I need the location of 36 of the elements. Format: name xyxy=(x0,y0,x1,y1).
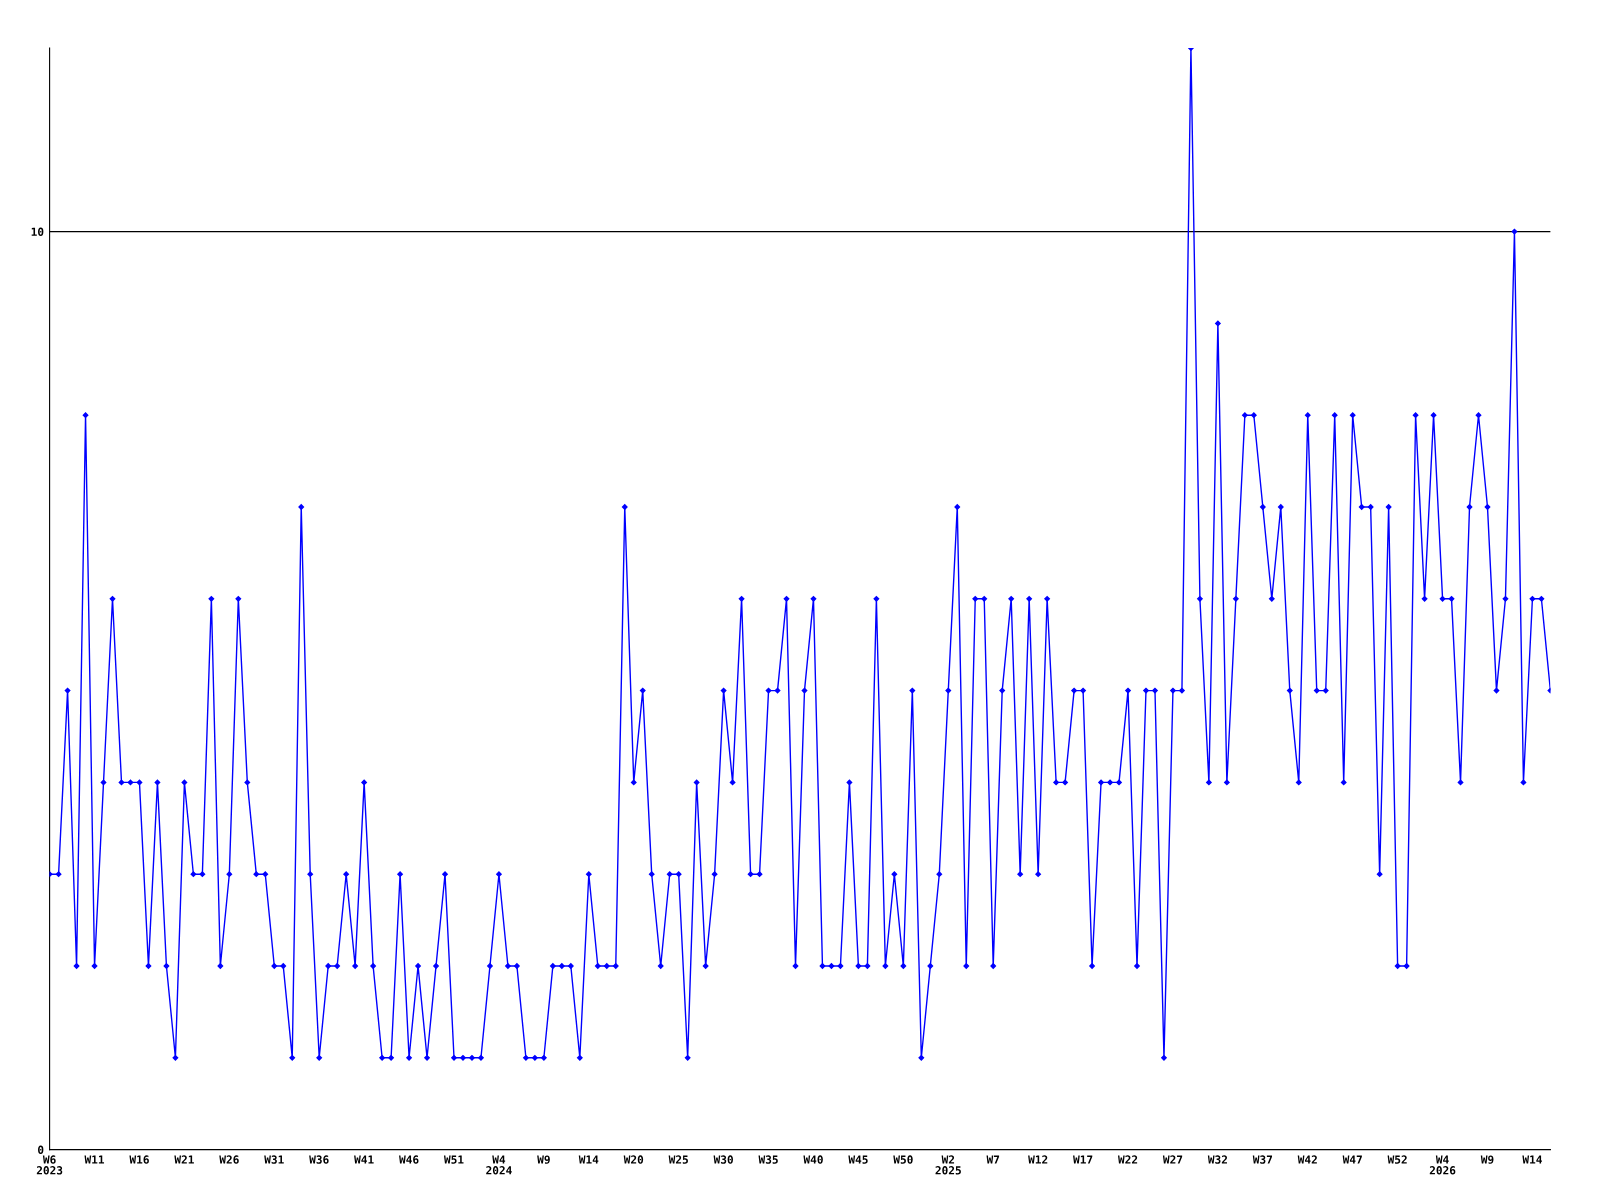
x-tick-label: W40 xyxy=(803,1155,823,1164)
x-tick-label: W6 2023 xyxy=(36,1155,63,1175)
x-tick-label: W2 2025 xyxy=(935,1155,961,1175)
x-tick-label: W22 xyxy=(1117,1155,1138,1164)
x-tick-label: W9 xyxy=(537,1155,550,1164)
x-tick-label: W32 xyxy=(1207,1155,1227,1164)
x-tick-label: W20 xyxy=(623,1155,644,1164)
x-tick-label: W21 xyxy=(174,1155,194,1164)
x-tick-label: W31 xyxy=(264,1155,284,1164)
x-tick-label: W4 2026 xyxy=(1429,1155,1456,1175)
x-tick-label: W51 xyxy=(443,1155,464,1164)
x-tick-label: W14 xyxy=(578,1155,599,1164)
x-tick-label: W27 xyxy=(1162,1155,1183,1164)
x-tick-label: W46 xyxy=(399,1155,419,1164)
x-tick-label: W17 xyxy=(1073,1155,1093,1164)
x-tick-label: W26 xyxy=(219,1155,239,1164)
x-tick-label: W37 xyxy=(1252,1155,1273,1164)
x-tick-label: W30 xyxy=(713,1155,733,1164)
x-tick-label: W14 xyxy=(1522,1155,1542,1164)
x-tick-label: W52 xyxy=(1387,1155,1407,1164)
x-tick-label: W50 xyxy=(893,1155,913,1164)
x-tick-label: W41 xyxy=(354,1155,374,1164)
x-tick-label: W45 xyxy=(848,1155,868,1164)
y-tick-label: 10 xyxy=(31,227,44,236)
x-tick-label: W47 xyxy=(1342,1155,1362,1164)
x-tick-label: W11 xyxy=(84,1155,105,1164)
x-tick-label: W42 xyxy=(1297,1155,1317,1164)
y-tick-label: 0 xyxy=(38,1145,44,1154)
x-tick-label: W12 xyxy=(1028,1155,1048,1164)
x-tick-label: W4 2024 xyxy=(486,1155,512,1175)
x-tick-label: W36 xyxy=(309,1155,329,1164)
x-tick-label: W9 xyxy=(1480,1155,1494,1164)
x-tick-label: W25 xyxy=(668,1155,688,1164)
x-tick-label: W35 xyxy=(758,1155,778,1164)
x-tick-label: W16 xyxy=(129,1155,149,1164)
x-tick-label: W7 xyxy=(986,1155,1000,1164)
